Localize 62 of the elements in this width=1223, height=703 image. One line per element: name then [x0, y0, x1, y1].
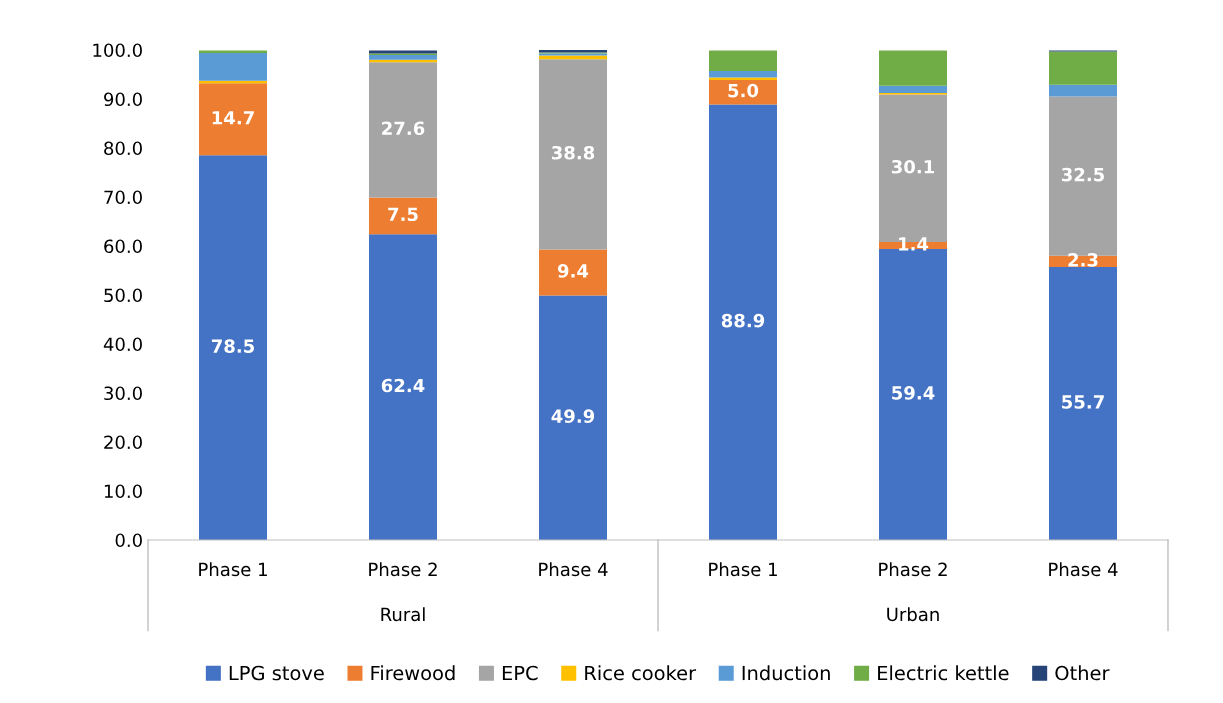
y-tick-label: 90.0: [104, 92, 142, 107]
data-label: 88.9: [721, 313, 765, 328]
legend-label: Induction: [742, 665, 830, 681]
x-tick-label: Phase 1: [709, 562, 777, 577]
data-label: 7.5: [388, 207, 418, 222]
data-label: 55.7: [1062, 395, 1104, 409]
bar: [1049, 51, 1117, 85]
bar: [369, 62, 437, 198]
legend-label: LPG stove: [229, 665, 324, 681]
legend-label: Rice cooker: [585, 665, 697, 681]
data-label: 78.5: [211, 339, 255, 353]
bar: [709, 50, 777, 72]
bar: [539, 55, 607, 60]
bar: [369, 54, 437, 60]
bar: [709, 77, 777, 80]
x-tick-label: Phase 2: [879, 562, 947, 577]
data-label: 62.4: [381, 378, 425, 393]
legend-label: EPC: [502, 665, 538, 681]
x-tick-label: Phase 4: [539, 562, 608, 577]
y-tick-label: 20.0: [104, 435, 142, 450]
text: Urban: [887, 607, 939, 622]
bar: [1049, 84, 1117, 97]
data-label: 27.6: [382, 121, 425, 136]
bar: [539, 59, 607, 250]
bar: [199, 50, 267, 53]
y-tick-label: 70.0: [104, 190, 142, 205]
bar: [539, 295, 607, 540]
data-label: 38.8: [551, 145, 595, 160]
bar: [199, 83, 267, 156]
data-label: 14.7: [212, 111, 254, 125]
bar: [369, 197, 437, 235]
bar: [199, 155, 267, 540]
text: Rural: [381, 607, 425, 622]
y-tick-label: 50.0: [104, 288, 142, 303]
bar: [879, 85, 947, 94]
bar: [709, 104, 777, 540]
bar: [539, 249, 607, 296]
data-label: 49.9: [551, 409, 595, 423]
bar: [709, 71, 777, 78]
bar: [1049, 267, 1117, 540]
data-label: 30.1: [891, 159, 935, 174]
bar: [199, 52, 267, 81]
y-tick-label: 60.0: [104, 239, 142, 254]
y-tick-label: 80.0: [104, 141, 142, 156]
y-tick-label: 0.0: [115, 533, 142, 548]
data-label: 5.0: [728, 83, 759, 98]
y-tick-label: 30.0: [104, 386, 142, 401]
y-tick-label: 40.0: [103, 337, 142, 352]
data-label: 9.4: [557, 264, 589, 278]
x-tick-label: Phase 2: [369, 562, 437, 577]
legend-label: Electric kettle: [878, 665, 1009, 681]
data-label: 59.4: [892, 386, 935, 400]
data-label: 2.3: [1068, 253, 1098, 267]
y-tick-label: 10.0: [104, 484, 142, 499]
bar: [369, 234, 437, 540]
legend-label: Other: [1055, 665, 1110, 681]
data-label: 32.5: [1061, 167, 1105, 182]
legend-label: Firewood: [371, 665, 455, 681]
y-tick-label: 100.0: [93, 43, 142, 58]
x-tick-label: Phase 4: [1049, 562, 1118, 577]
x-tick-label: Phase 1: [199, 562, 267, 577]
bar: [879, 50, 947, 86]
